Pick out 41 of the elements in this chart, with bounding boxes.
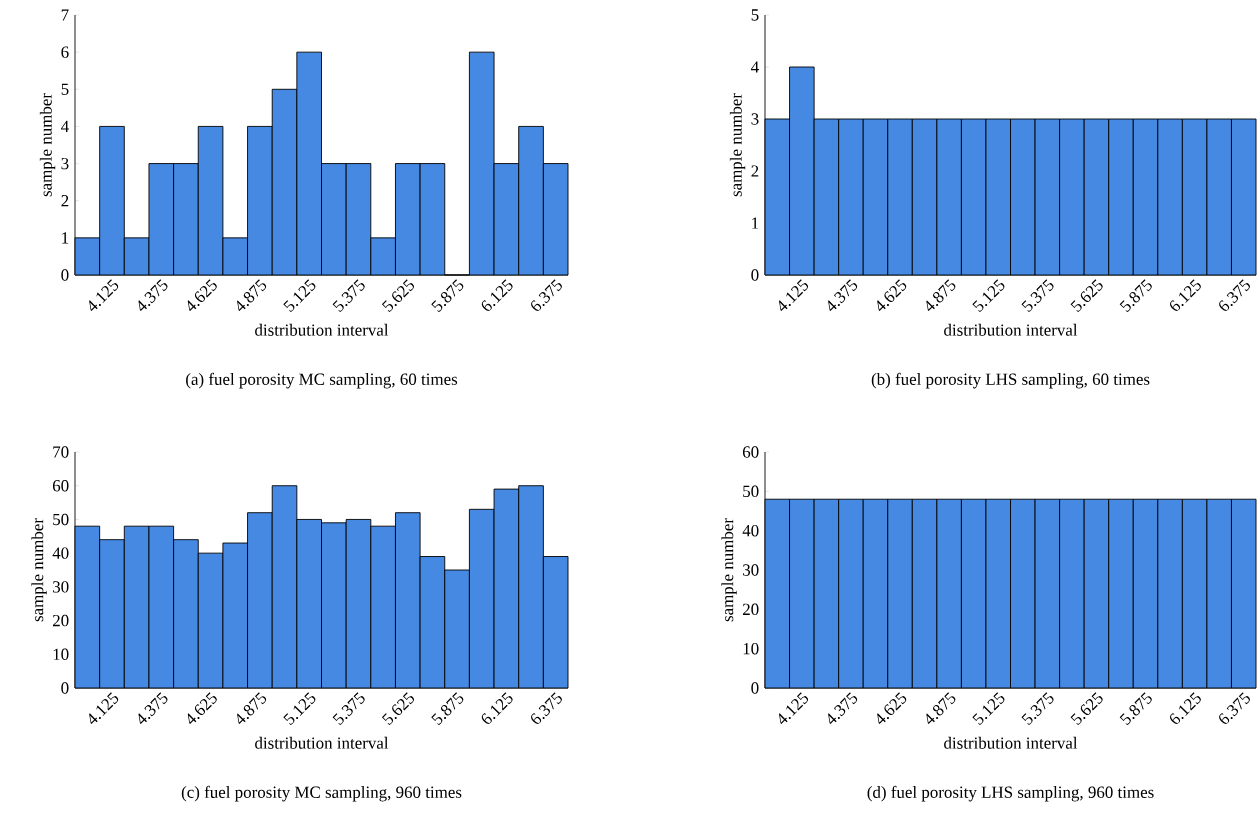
y-tick-label: 3 (751, 113, 759, 125)
text: (d) fuel porosity LHS sampling, 960 times (867, 785, 1154, 802)
y-tick-label: 20 (742, 603, 759, 616)
y-axis-title: sample number (721, 518, 737, 622)
x-axis-title: distribution interval (255, 323, 389, 336)
y-tick-label: 0 (61, 269, 69, 281)
y-tick-label: 30 (53, 581, 69, 593)
y-tick-label: 70 (53, 446, 69, 458)
x-axis-title: distribution interval (255, 736, 389, 749)
y-tick-label: 6 (61, 46, 69, 58)
y-tick-label: 0 (751, 682, 759, 694)
text: (c) fuel porosity MC sampling, 960 times (181, 785, 462, 802)
y-tick-label: 5 (751, 9, 759, 21)
y-axis-title: sample number (39, 93, 56, 197)
y-tick-label: 3 (61, 157, 69, 170)
y-tick-label: 0 (751, 269, 759, 281)
y-tick-label: 1 (752, 217, 759, 229)
y-tick-label: 2 (61, 195, 69, 207)
text: (a) fuel porosity MC sampling, 60 times (186, 372, 458, 389)
y-tick-label: 20 (52, 614, 69, 627)
y-tick-label: 10 (743, 642, 759, 655)
y-tick-label: 5 (61, 83, 69, 95)
y-tick-label: 4 (61, 120, 69, 133)
y-tick-label: 0 (61, 682, 69, 694)
y-tick-label: 2 (751, 165, 759, 177)
y-tick-label: 30 (743, 564, 759, 576)
y-tick-label: 50 (743, 485, 759, 498)
text: (b) fuel porosity LHS sampling, 60 times (871, 372, 1150, 389)
y-tick-label: 10 (53, 648, 69, 661)
x-axis-title: distribution interval (944, 736, 1078, 749)
y-axis-title: sample number (31, 518, 47, 622)
y-axis-title: sample number (729, 93, 746, 197)
y-tick-label: 4 (751, 61, 759, 73)
y-tick-label: 50 (53, 513, 69, 526)
y-tick-label: 40 (742, 524, 759, 537)
y-tick-label: 60 (742, 446, 759, 458)
y-tick-label: 60 (52, 480, 69, 492)
y-tick-label: 7 (61, 9, 69, 21)
y-tick-label: 40 (52, 547, 69, 559)
x-axis-title: distribution interval (944, 323, 1078, 336)
y-tick-label: 1 (62, 232, 69, 244)
